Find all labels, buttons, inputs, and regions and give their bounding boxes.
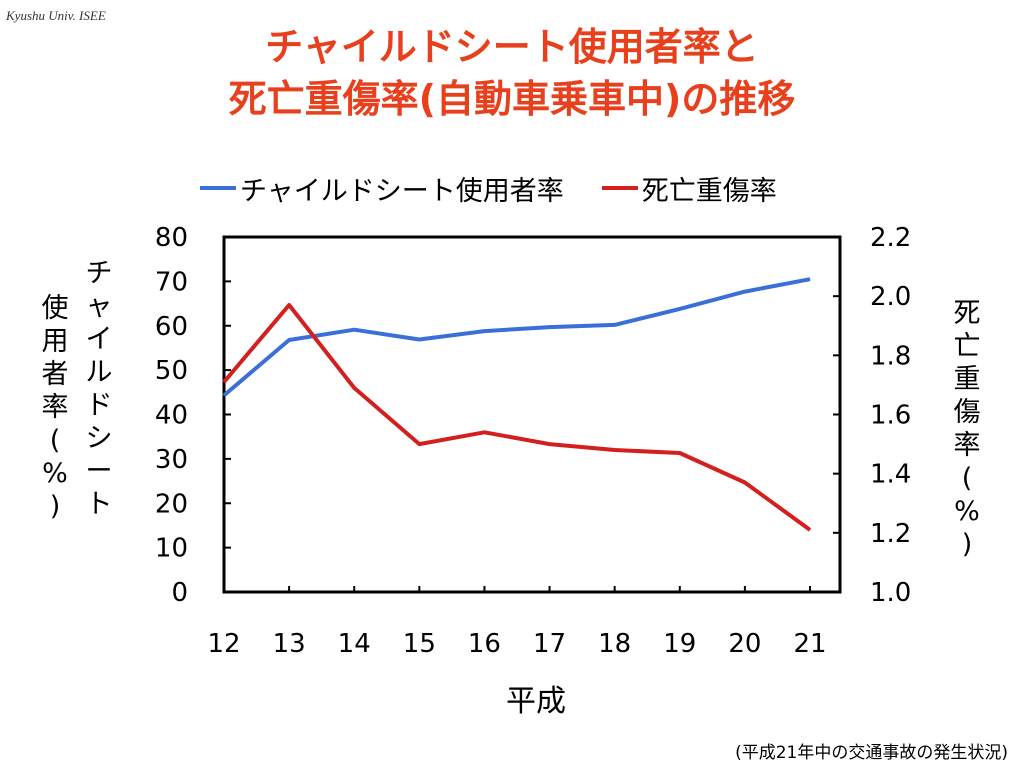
fatality-rate-point — [679, 452, 681, 454]
legend-swatch-fatality-rate — [601, 186, 638, 190]
seat-usage-point — [288, 339, 290, 341]
y-axis-left-title-part2-char: % — [42, 458, 68, 489]
seat-usage-point — [679, 308, 681, 310]
x-tick-label: 15 — [403, 629, 436, 659]
slide-title-line1: チャイルドシート使用者率と — [265, 25, 759, 69]
fatality-rate-point — [614, 449, 616, 451]
y-right-tick-label: 1.2 — [870, 519, 911, 549]
fatality-rate-point — [353, 387, 355, 389]
fatality-rate-point — [288, 304, 290, 306]
y-left-tick-label: 70 — [155, 267, 188, 297]
fatality-rate-point — [549, 443, 551, 445]
y-axis-right-title-char: % — [954, 496, 980, 527]
y-axis-right-title-char: 率 — [953, 430, 981, 461]
y-axis-left-title-part1-char: シ — [85, 423, 113, 454]
y-axis-left-title-part1-char: イ — [85, 324, 113, 355]
y-axis-left-title-part2-char: 使 — [41, 293, 69, 324]
y-left-tick-label: 20 — [155, 489, 188, 519]
source-note: (平成21年中の交通事故の発生状況) — [735, 743, 1008, 763]
x-axis-title: 平成 — [506, 684, 566, 719]
seat-usage-point — [549, 326, 551, 328]
y-left-tick-label: 10 — [155, 534, 188, 564]
legend-item-seat-usage: チャイルドシート使用者率 — [200, 169, 564, 208]
seat-usage-point — [223, 394, 225, 396]
y-right-tick-label: 1.0 — [870, 578, 911, 608]
y-axis-right-title: 死亡重傷率(%) — [950, 297, 984, 561]
y-left-tick-label: 50 — [155, 356, 188, 386]
y-right-tick-label: 1.4 — [870, 460, 911, 490]
legend-item-fatality-rate: 死亡重傷率 — [601, 169, 777, 208]
y-axis-left-title-part2: 使用者率(%) — [38, 292, 72, 523]
y-left-tick-label: 80 — [155, 223, 188, 253]
y-left-tick-label: 60 — [155, 312, 188, 342]
chart-legend: チャイルドシート使用者率 死亡重傷率 — [200, 168, 815, 208]
seat-usage-point — [353, 329, 355, 331]
x-tick-label: 12 — [207, 629, 240, 659]
x-tick-label: 19 — [663, 629, 696, 659]
y-axis-right-title-char: 死 — [953, 298, 981, 329]
x-tick-label: 18 — [598, 629, 631, 659]
credit-label: Kyushu Univ. ISEE — [6, 8, 106, 23]
y-axis-right-title-char: ( — [961, 463, 973, 494]
y-axis-left-title-part1-char: ト — [85, 489, 113, 520]
y-left-tick-label: 0 — [171, 578, 188, 608]
seat-usage-point — [614, 324, 616, 326]
y-axis-left-title-part1-char: ル — [85, 357, 113, 388]
y-axis-left-title-part2-char: 用 — [41, 326, 69, 357]
y-axis-left-title-part2-char: ) — [49, 491, 61, 522]
series-line-fatality-rate — [222, 303, 812, 532]
y-left-tick-label: 40 — [155, 401, 188, 431]
y-right-tick-label: 2.2 — [870, 223, 911, 253]
y-left-tick-label: 30 — [155, 445, 188, 475]
y-axis-right-title-char: ) — [961, 529, 973, 560]
x-tick-label: 21 — [793, 629, 826, 659]
y-axis-left-title-part2-char: ( — [49, 425, 61, 456]
fatality-rate-point — [483, 431, 485, 433]
seat-usage-point — [418, 339, 420, 340]
y-axis-right-title-char: 傷 — [953, 397, 981, 428]
x-tick-label: 20 — [728, 629, 761, 659]
legend-swatch-seat-usage — [200, 186, 236, 190]
seat-usage-point — [483, 330, 485, 332]
y-axis-right-title-char: 亡 — [953, 331, 981, 362]
y-axis-left-title-part1: チャイルドシート — [82, 257, 116, 521]
y-axis-right-title-char: 重 — [953, 364, 981, 395]
slide-title-line2: 死亡重傷率(自動車乗車中)の推移 — [228, 77, 796, 121]
seat-usage-point — [809, 278, 811, 280]
y-axis-left-title-part1-char: ャ — [85, 291, 113, 322]
y-right-tick-label: 1.6 — [870, 401, 911, 431]
y-right-tick-label: 2.0 — [870, 282, 911, 312]
x-tick-label: 16 — [468, 629, 501, 659]
y-right-tick-label: 1.8 — [870, 341, 911, 371]
y-axis-left-title-part1-char: ー — [85, 456, 113, 487]
seat-usage-point — [744, 291, 746, 293]
y-axis-left-title-part1-char: ド — [85, 390, 113, 421]
y-axis-left-title-part2-char: 率 — [41, 392, 69, 423]
y-axis-left-title-part2-char: 者 — [41, 359, 69, 390]
series-line-seat-usage — [222, 277, 811, 397]
x-tick-label: 13 — [273, 629, 306, 659]
legend-label-fatality-rate: 死亡重傷率 — [641, 175, 777, 207]
y-axis-left-title-part1-char: チ — [85, 258, 113, 289]
x-tick-label: 14 — [338, 629, 371, 659]
fatality-rate-point — [418, 443, 420, 445]
fatality-rate-point — [744, 482, 746, 483]
fatality-rate-point — [809, 529, 811, 531]
x-tick-label: 17 — [533, 629, 566, 659]
legend-label-seat-usage: チャイルドシート使用者率 — [240, 175, 564, 207]
fatality-rate-point — [223, 381, 225, 383]
